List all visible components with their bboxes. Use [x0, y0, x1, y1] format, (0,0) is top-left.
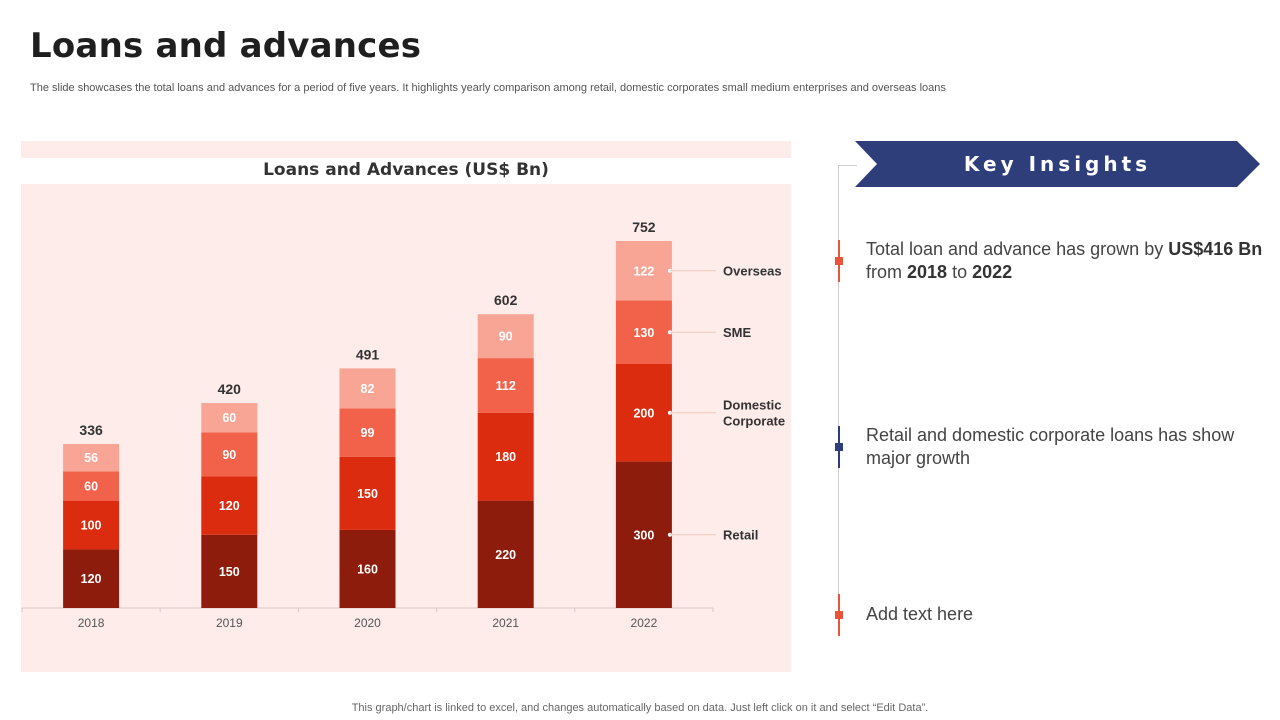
data-label: 60 — [84, 479, 98, 493]
data-label: 60 — [222, 411, 236, 425]
bar-segment-domestic-corporate — [615, 363, 672, 462]
insight-1-part: from — [866, 262, 908, 282]
bar-segment-retail — [201, 534, 258, 608]
bar-segment-retail — [477, 500, 534, 608]
insight-1-amount: US$416 Bn — [1168, 239, 1263, 259]
page-title: Loans and advances — [30, 26, 422, 66]
x-tick-label: 2021 — [492, 616, 519, 630]
page-subtitle: The slide showcases the total loans and … — [30, 82, 946, 94]
insight-2-text: Retail and domestic corporate loans has … — [866, 425, 1235, 468]
bar-segment-domestic-corporate — [477, 412, 534, 501]
bar-segment-sme — [339, 408, 396, 457]
data-label: 122 — [633, 264, 654, 278]
bar-segment-retail — [339, 529, 396, 608]
bar-segment-sme — [63, 471, 120, 501]
bar-segment-domestic-corporate — [63, 500, 120, 550]
marker-square — [835, 443, 843, 451]
bar-segment-retail — [63, 549, 120, 608]
insight-1-part: to — [947, 262, 973, 282]
bar-segment-domestic-corporate — [339, 456, 396, 530]
data-label: 180 — [495, 450, 516, 464]
timeline-marker-2 — [831, 426, 847, 468]
data-label: 90 — [499, 330, 513, 344]
bar-segment-sme — [477, 358, 534, 413]
bar-segment-sme — [615, 300, 672, 364]
data-label: 300 — [633, 528, 654, 542]
x-tick-label: 2018 — [78, 616, 105, 630]
banner-shape — [855, 141, 1260, 187]
legend-label: Overseas — [723, 263, 782, 278]
bar-total-label: 420 — [218, 381, 242, 397]
legend-label: Domestic — [723, 397, 782, 412]
legend-label: SME — [723, 325, 752, 340]
data-label: 120 — [81, 572, 102, 586]
bar-segment-overseas — [615, 241, 672, 301]
bar-segment-overseas — [477, 314, 534, 359]
x-tick-label: 2019 — [216, 616, 243, 630]
timeline-marker-1 — [831, 240, 847, 282]
insight-1-part: Total loan and advance has grown by — [866, 239, 1169, 259]
chart-title: Loans and Advances (US$ Bn) — [263, 160, 549, 180]
data-label: 100 — [81, 519, 102, 533]
bar-segment-domestic-corporate — [201, 476, 258, 535]
data-label: 82 — [361, 382, 375, 396]
x-tick-label: 2022 — [631, 616, 658, 630]
bar-segment-overseas — [201, 403, 258, 433]
data-label: 150 — [219, 565, 240, 579]
footer-note: This graph/chart is linked to excel, and… — [351, 702, 929, 714]
timeline-marker-3 — [831, 594, 847, 636]
insight-1-text: Total loan and advance has grown by US$4… — [866, 238, 1266, 284]
data-label: 160 — [357, 562, 378, 576]
timeline-line — [838, 166, 839, 636]
bar-segment-overseas — [339, 368, 396, 409]
bar-total-label: 602 — [494, 292, 518, 308]
data-label: 220 — [495, 548, 516, 562]
bar-total-label: 491 — [356, 346, 380, 362]
x-tick-label: 2020 — [354, 616, 381, 630]
insight-1-year-end: 2022 — [972, 262, 1013, 282]
data-label: 90 — [222, 448, 236, 462]
data-label: 200 — [633, 406, 654, 420]
legend-label: Corporate — [723, 413, 785, 428]
chart-title-band — [21, 158, 791, 184]
legend-label: Retail — [723, 527, 758, 542]
timeline-connector — [838, 165, 857, 166]
marker-square — [835, 257, 843, 265]
bar-segment-retail — [615, 461, 672, 608]
data-label: 56 — [84, 451, 98, 465]
bar-total-label: 336 — [79, 422, 103, 438]
data-label: 130 — [633, 326, 654, 340]
key-insights-banner — [855, 141, 1260, 187]
bar-segment-overseas — [63, 444, 120, 472]
data-label: 150 — [357, 487, 378, 501]
data-label: 120 — [219, 499, 240, 513]
bar-total-label: 752 — [632, 219, 656, 235]
insight-1-year-start: 2018 — [907, 262, 948, 282]
bar-segment-sme — [201, 432, 258, 477]
key-insights-title: Key Insights — [963, 152, 1152, 176]
data-label: 99 — [361, 426, 375, 440]
data-label: 112 — [496, 379, 516, 393]
marker-square — [835, 611, 843, 619]
insight-3-text: Add text here — [866, 604, 974, 624]
